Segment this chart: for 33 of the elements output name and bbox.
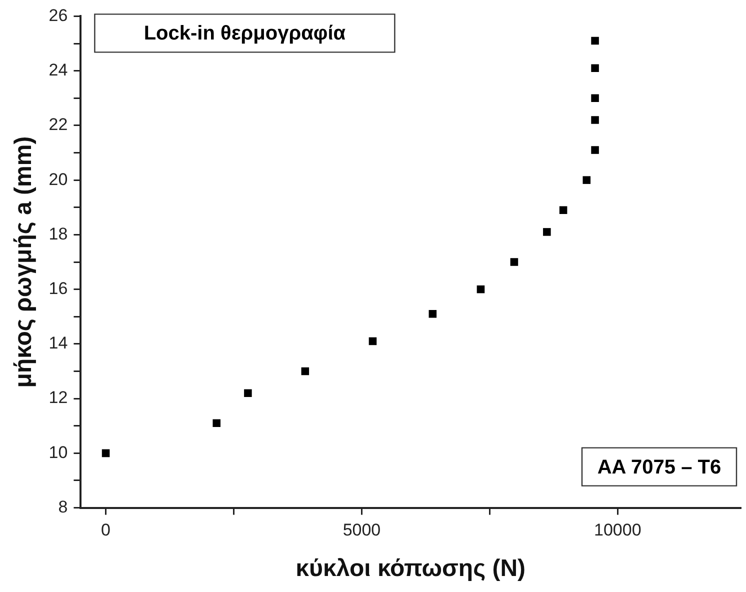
- y-tick-label: 18: [48, 224, 68, 244]
- y-tick-label: 24: [48, 60, 68, 80]
- point: [591, 36, 599, 45]
- x-axis-title: κύκλοι κόπωσης (N): [296, 555, 526, 582]
- x-tick-label: 5000: [342, 520, 381, 540]
- point: [212, 419, 220, 428]
- point: [582, 176, 591, 184]
- point: [559, 206, 568, 214]
- y-tick-label: 14: [48, 334, 68, 353]
- annotation: AA 7075 – T6: [597, 456, 722, 478]
- point: [591, 64, 599, 72]
- y-tick-label: 12: [48, 388, 68, 408]
- annotation: Lock-in θερμογραφία: [144, 22, 346, 45]
- point: [102, 449, 110, 458]
- point: [301, 367, 310, 376]
- y-tick-label: 10: [48, 442, 68, 462]
- point: [591, 94, 599, 102]
- point: [428, 310, 437, 318]
- point: [476, 285, 485, 294]
- y-tick-label: 22: [48, 115, 68, 134]
- y-tick-label: 16: [48, 279, 68, 298]
- point: [591, 146, 599, 154]
- y-tick-label: 26: [48, 6, 68, 25]
- point: [510, 258, 518, 266]
- point: [591, 116, 599, 124]
- y-tick-label: 8: [58, 497, 68, 516]
- x-tick-label: 10000: [594, 520, 642, 540]
- point: [244, 389, 252, 397]
- x-tick-label: 0: [101, 520, 111, 540]
- y-axis-title: μήκος ρωγμής a (mm): [10, 136, 38, 388]
- point: [543, 228, 551, 236]
- point: [368, 337, 377, 346]
- y-tick-label: 20: [48, 170, 68, 189]
